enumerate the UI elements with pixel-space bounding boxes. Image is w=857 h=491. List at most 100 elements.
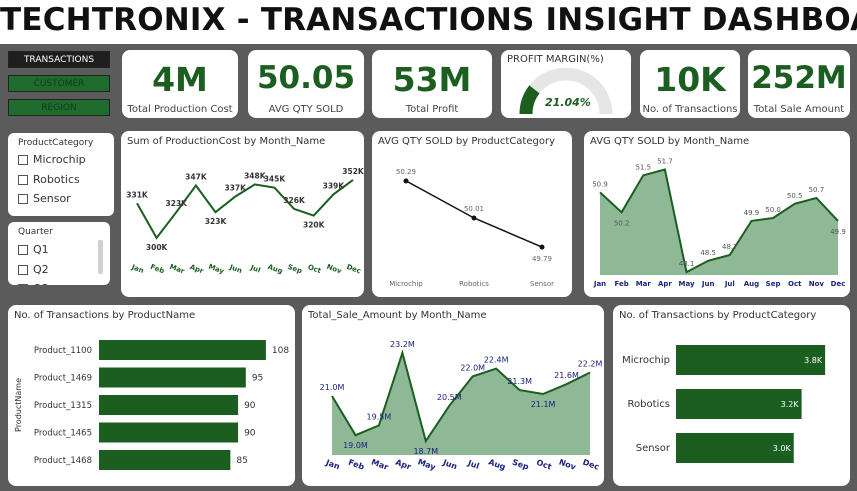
data-label: 22.4M [484, 356, 509, 365]
area-fill [332, 352, 590, 455]
series-line [331, 349, 591, 444]
slicer-option-robotics[interactable]: Robotics [18, 173, 80, 186]
data-label: 50.5 [787, 192, 803, 200]
dashboard-title: TECHTRONIX - TRANSACTIONS INSIGHT DASHBO… [0, 2, 857, 38]
data-label: 21.0M [320, 383, 345, 392]
kpi-card-avg-qty: 50.05 AVG QTY SOLD [248, 50, 364, 118]
category-label: Robotics [628, 399, 671, 410]
series-line [136, 179, 354, 240]
data-label: 3.2K [781, 400, 800, 409]
production-cost-chart-card: Sum of ProductionCost by Month_Name 331K… [121, 131, 364, 297]
data-label: 48.5 [700, 249, 716, 257]
profit-margin-title: PROFIT MARGIN(%) [507, 54, 604, 65]
data-label: 300K [146, 243, 169, 252]
data-label: 20.5M [437, 393, 462, 402]
x-tick-label: Apr [189, 263, 205, 275]
nav-region-button[interactable]: REGION [8, 99, 110, 116]
data-label: 320K [303, 221, 326, 230]
slicer-title: ProductCategory [18, 138, 94, 148]
x-tick-label: May [207, 263, 225, 276]
checkbox-icon [18, 283, 28, 285]
x-tick-label: Mar [370, 457, 389, 471]
kpi-label: AVG QTY SOLD [268, 104, 344, 115]
checkbox-icon [18, 244, 28, 255]
data-label: 50.7 [809, 186, 825, 194]
slicer-scrollbar[interactable] [98, 240, 103, 274]
x-tick-label: Aug [267, 263, 284, 276]
slicer-option-q1[interactable]: Q1 [18, 243, 49, 256]
profit-margin-value: 21.04% [545, 96, 591, 109]
data-label: 21.3M [507, 377, 532, 386]
bar [99, 422, 239, 443]
checkbox-icon [18, 174, 28, 185]
kpi-label: No. of Transactions [642, 104, 738, 115]
x-tick-label: Feb [347, 458, 366, 472]
data-label: 49.9 [744, 209, 760, 217]
bar [676, 389, 802, 419]
kpi-value: 53M [392, 60, 472, 99]
production-cost-chart: 331K Jan 300K Feb 323K Mar 347K Apr 323K May 337K J… [126, 167, 364, 276]
x-tick-label: Jun [701, 280, 715, 288]
kpi-value: 10K [654, 60, 726, 99]
bar [99, 340, 266, 360]
avg-qty-month-chart-card: AVG QTY SOLD by Month_Name 50.9 Jan 50.2 Fe… [584, 131, 850, 297]
data-label: 50.29 [396, 168, 416, 176]
data-label: 49.79 [532, 255, 552, 263]
x-tick-label: Robotics [459, 280, 489, 288]
avg-qty-category-chart: 50.29 Microchip 50.01 Robotics 49.79 Sensor [389, 168, 554, 288]
x-tick-label: Sep [766, 280, 781, 288]
avg-qty-category-chart-card: AVG QTY SOLD by ProductCategory 50.29 Mic… [372, 131, 572, 297]
data-label: 22.0M [460, 363, 485, 372]
nav-transactions-button[interactable]: TRANSACTIONS [8, 51, 110, 68]
x-tick-label: Mar [168, 263, 185, 276]
data-label: 347K [185, 172, 208, 181]
x-tick-label: Oct [535, 458, 553, 472]
x-tick-label: Jan [593, 280, 606, 288]
checkbox-icon [18, 264, 28, 275]
x-tick-label: Feb [615, 280, 629, 288]
kpi-card-production-cost: 4M Total Production Cost [122, 50, 238, 118]
x-tick-label: Nov [809, 280, 825, 288]
checkbox-icon [18, 154, 28, 165]
x-tick-label: Dec [345, 263, 362, 276]
tx-category-chart: Microchip 3.8K Robotics 3.2K Sensor 3.0K [622, 345, 826, 463]
series-line [599, 168, 839, 274]
chart-title: Total_Sale_Amount by Month_Name [308, 310, 487, 321]
data-label: 51.5 [635, 163, 651, 171]
x-tick-label: Oct [788, 280, 802, 288]
x-tick-label: Jul [248, 263, 261, 274]
data-label: 19.5M [367, 412, 392, 421]
kpi-label: Total Profit [405, 104, 459, 115]
kpi-card-total-profit: 53M Total Profit [372, 50, 492, 118]
x-tick-label: Dec [581, 458, 600, 472]
data-label: 323K [205, 217, 228, 226]
series-line [405, 180, 543, 248]
x-tick-label: Aug [744, 280, 759, 288]
slicer-option-microchip[interactable]: Microchip [18, 153, 86, 166]
bar [676, 345, 826, 375]
x-tick-label: Apr [658, 280, 672, 288]
x-tick-label: Jan [324, 458, 342, 472]
data-label: 21.1M [531, 400, 556, 409]
data-label: 323K [166, 199, 189, 208]
data-label: 3.0K [773, 444, 792, 453]
data-label: 51.7 [657, 158, 673, 166]
kpi-label: Total Sale Amount [753, 104, 845, 115]
category-label: Sensor [636, 443, 671, 454]
kpi-card-transactions: 10K No. of Transactions [640, 50, 740, 118]
data-label: 18.7M [413, 447, 438, 456]
slicer-option-q3[interactable]: Q3 [18, 282, 49, 285]
kpi-value: 50.05 [256, 60, 356, 96]
tx-category-chart-card: No. of Transactions by ProductCategory M… [613, 305, 850, 486]
chart-title: No. of Transactions by ProductCategory [619, 310, 817, 321]
slicer-option-sensor[interactable]: Sensor [18, 192, 71, 205]
data-label: 331K [126, 190, 149, 199]
avg-qty-month-chart: 50.9 Jan 50.2 Feb 51.5 Mar 51.7 Apr 48.1 May 48.5 J… [592, 158, 846, 288]
profit-margin-gauge [519, 68, 613, 115]
quarter-slicer: Quarter Q1 Q2 Q3 [8, 222, 110, 285]
nav-customer-button[interactable]: CUSTOMER [8, 75, 110, 92]
slicer-option-q2[interactable]: Q2 [18, 263, 49, 276]
x-tick-label: Sep [511, 458, 530, 472]
data-label: 21.6M [554, 371, 579, 380]
